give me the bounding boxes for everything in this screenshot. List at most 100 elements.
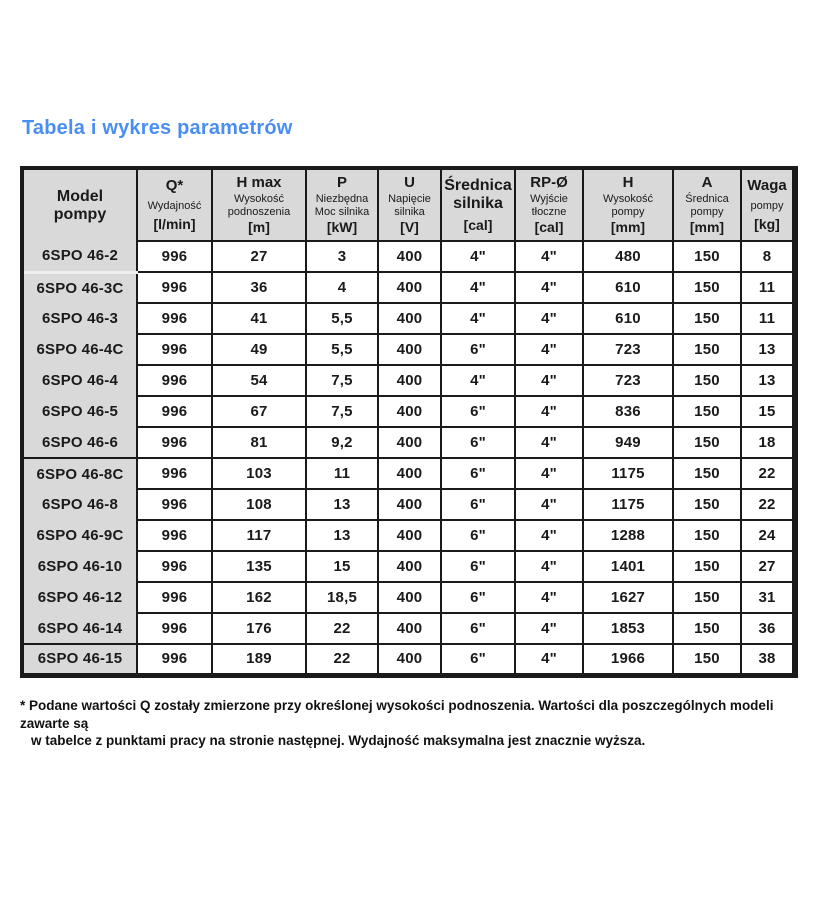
- value-cell: 996: [136, 612, 213, 645]
- value-cell: 996: [136, 643, 213, 676]
- value-cell: 36: [211, 271, 307, 304]
- model-cell: 6SPO 46-3: [21, 303, 138, 334]
- table-row: 6SPO 46-14 996 176 22 400 6" 4" 1853 150 36: [21, 612, 796, 645]
- value-cell: 996: [136, 488, 213, 521]
- value-cell: 4": [440, 271, 516, 304]
- parameters-table-container: Model pompy Q* Wydajność [l/min] H max Wysokoś…: [20, 166, 798, 678]
- value-cell: 7,5: [305, 395, 379, 428]
- value-cell: 996: [136, 271, 213, 304]
- value-cell: 4": [514, 550, 584, 583]
- table-row: 6SPO 46-10 996 135 15 400 6" 4" 1401 150 27: [21, 550, 796, 583]
- value-cell: 38: [740, 643, 796, 676]
- value-cell: 150: [672, 395, 742, 428]
- value-cell: 400: [377, 612, 442, 645]
- model-cell: 6SPO 46-8C: [21, 458, 138, 489]
- model-cell: 6SPO 46-6: [21, 427, 138, 459]
- value-cell: 400: [377, 333, 442, 366]
- value-cell: 610: [582, 302, 674, 335]
- column-header-srednica-silnika: Średnica silnika [cal]: [440, 167, 516, 242]
- value-cell: 1175: [582, 457, 674, 490]
- column-header-rp: RP-Ø Wyjście tłoczne [cal]: [514, 167, 584, 242]
- value-cell: 480: [582, 240, 674, 273]
- value-cell: 9,2: [305, 426, 379, 459]
- value-cell: 150: [672, 426, 742, 459]
- model-cell: 6SPO 46-3C: [21, 272, 138, 303]
- value-cell: 6": [440, 612, 516, 645]
- model-cell: 6SPO 46-15: [21, 644, 138, 675]
- column-header-waga: Waga pompy [kg]: [740, 167, 796, 242]
- value-cell: 150: [672, 550, 742, 583]
- value-cell: 6": [440, 488, 516, 521]
- value-cell: 6": [440, 395, 516, 428]
- value-cell: 400: [377, 240, 442, 273]
- value-cell: 1175: [582, 488, 674, 521]
- value-cell: 11: [740, 302, 796, 335]
- footnote-line-2: w tabelce z punktami pracy na stronie na…: [31, 733, 646, 748]
- value-cell: 11: [305, 457, 379, 490]
- value-cell: 996: [136, 333, 213, 366]
- table-row: 6SPO 46-3 996 41 5,5 400 4" 4" 610 150 11: [21, 302, 796, 335]
- value-cell: 103: [211, 457, 307, 490]
- parameters-table: Model pompy Q* Wydajność [l/min] H max Wysokoś…: [20, 166, 798, 678]
- value-cell: 49: [211, 333, 307, 366]
- value-cell: 4": [514, 457, 584, 490]
- value-cell: 4": [514, 643, 584, 676]
- value-cell: 400: [377, 581, 442, 614]
- value-cell: 4": [440, 364, 516, 397]
- page-title: Tabela i wykres parametrów: [22, 117, 293, 139]
- value-cell: 135: [211, 550, 307, 583]
- column-header-h-max: H max Wysokość podnoszenia [m]: [211, 167, 307, 242]
- value-cell: 996: [136, 364, 213, 397]
- model-cell: 6SPO 46-14: [21, 613, 138, 645]
- model-cell: 6SPO 46-5: [21, 396, 138, 427]
- value-cell: 13: [305, 519, 379, 552]
- model-cell: 6SPO 46-10: [21, 551, 138, 582]
- value-cell: 996: [136, 581, 213, 614]
- value-cell: 4": [514, 364, 584, 397]
- value-cell: 610: [582, 271, 674, 304]
- value-cell: 1627: [582, 581, 674, 614]
- value-cell: 22: [305, 643, 379, 676]
- value-cell: 3: [305, 240, 379, 273]
- value-cell: 150: [672, 488, 742, 521]
- value-cell: 6": [440, 426, 516, 459]
- value-cell: 400: [377, 271, 442, 304]
- value-cell: 18: [740, 426, 796, 459]
- value-cell: 4": [514, 519, 584, 552]
- value-cell: 150: [672, 302, 742, 335]
- value-cell: 189: [211, 643, 307, 676]
- value-cell: 150: [672, 581, 742, 614]
- value-cell: 400: [377, 426, 442, 459]
- model-cell: 6SPO 46-4C: [21, 334, 138, 365]
- value-cell: 4": [514, 395, 584, 428]
- column-header-model: Model pompy: [21, 167, 138, 241]
- value-cell: 400: [377, 488, 442, 521]
- value-cell: 1966: [582, 643, 674, 676]
- value-cell: 5,5: [305, 333, 379, 366]
- value-cell: 41: [211, 302, 307, 335]
- value-cell: 18,5: [305, 581, 379, 614]
- value-cell: 4": [514, 612, 584, 645]
- value-cell: 4": [514, 581, 584, 614]
- value-cell: 108: [211, 488, 307, 521]
- value-cell: 4": [514, 488, 584, 521]
- value-cell: 6": [440, 581, 516, 614]
- value-cell: 1853: [582, 612, 674, 645]
- value-cell: 5,5: [305, 302, 379, 335]
- value-cell: 27: [211, 240, 307, 273]
- value-cell: 400: [377, 550, 442, 583]
- table-row: 6SPO 46-2 996 27 3 400 4" 4" 480 150 8: [21, 240, 796, 274]
- value-cell: 6": [440, 519, 516, 552]
- model-cell: 6SPO 46-4: [21, 365, 138, 396]
- value-cell: 150: [672, 612, 742, 645]
- table-row: 6SPO 46-4C 996 49 5,5 400 6" 4" 723 150 13: [21, 333, 796, 366]
- value-cell: 4": [514, 302, 584, 335]
- value-cell: 4": [514, 271, 584, 304]
- value-cell: 723: [582, 333, 674, 366]
- value-cell: 150: [672, 457, 742, 490]
- column-header-u: U Napięcie silnika [V]: [377, 167, 442, 242]
- value-cell: 67: [211, 395, 307, 428]
- value-cell: 996: [136, 302, 213, 335]
- table-row: 6SPO 46-4 996 54 7,5 400 4" 4" 723 150 13: [21, 364, 796, 397]
- value-cell: 4": [440, 302, 516, 335]
